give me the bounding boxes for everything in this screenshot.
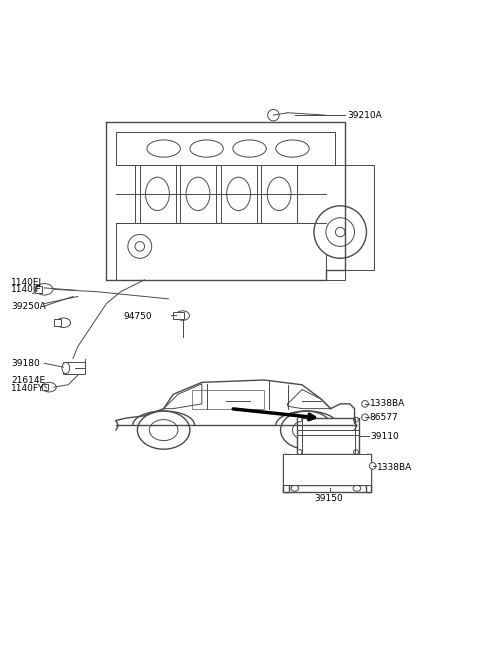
Ellipse shape — [128, 234, 152, 258]
Ellipse shape — [149, 420, 178, 441]
Ellipse shape — [42, 383, 56, 392]
Ellipse shape — [190, 140, 223, 157]
Ellipse shape — [176, 310, 190, 320]
Bar — [116, 223, 326, 280]
Text: 1140JF: 1140JF — [11, 285, 42, 294]
Ellipse shape — [227, 177, 251, 210]
Ellipse shape — [36, 284, 53, 295]
Bar — [365, 454, 371, 492]
Bar — [297, 418, 360, 454]
Bar — [283, 454, 288, 492]
Ellipse shape — [56, 318, 71, 328]
Bar — [35, 286, 42, 293]
Ellipse shape — [145, 177, 169, 210]
Ellipse shape — [186, 177, 210, 210]
Ellipse shape — [362, 414, 368, 421]
Text: 1140FY: 1140FY — [11, 384, 44, 392]
Text: 1140EJ: 1140EJ — [11, 278, 42, 287]
Ellipse shape — [291, 485, 299, 491]
Bar — [173, 312, 184, 320]
Bar — [63, 362, 85, 374]
Ellipse shape — [268, 109, 279, 121]
Bar — [262, 165, 297, 223]
Text: 86577: 86577 — [370, 413, 398, 422]
Ellipse shape — [135, 242, 144, 251]
Text: 39150: 39150 — [314, 494, 343, 503]
Ellipse shape — [354, 450, 359, 455]
Bar — [42, 384, 48, 390]
Ellipse shape — [297, 450, 302, 455]
Text: 94750: 94750 — [123, 312, 152, 321]
Ellipse shape — [314, 206, 366, 258]
Ellipse shape — [276, 140, 309, 157]
Ellipse shape — [62, 362, 70, 374]
Ellipse shape — [362, 400, 368, 407]
Text: 21614E: 21614E — [11, 377, 45, 385]
Text: 39250A: 39250A — [11, 301, 46, 310]
Text: 1338BA: 1338BA — [377, 463, 412, 472]
Ellipse shape — [233, 140, 266, 157]
Bar — [221, 165, 257, 223]
Ellipse shape — [354, 417, 359, 422]
Ellipse shape — [281, 411, 333, 449]
Text: 39210A: 39210A — [348, 111, 382, 120]
Ellipse shape — [147, 140, 180, 157]
Bar — [140, 165, 176, 223]
Ellipse shape — [353, 485, 361, 491]
Ellipse shape — [292, 420, 321, 441]
Ellipse shape — [326, 217, 355, 246]
Text: 39110: 39110 — [370, 432, 398, 441]
Ellipse shape — [137, 411, 190, 449]
Ellipse shape — [336, 227, 345, 237]
Ellipse shape — [267, 177, 291, 210]
Text: 1338BA: 1338BA — [370, 400, 405, 408]
Bar — [180, 165, 216, 223]
Bar — [54, 320, 60, 326]
Bar — [192, 390, 264, 409]
Ellipse shape — [297, 417, 302, 422]
Ellipse shape — [369, 462, 376, 469]
Bar — [283, 454, 371, 485]
Bar — [283, 485, 371, 492]
Text: 39180: 39180 — [11, 359, 40, 368]
